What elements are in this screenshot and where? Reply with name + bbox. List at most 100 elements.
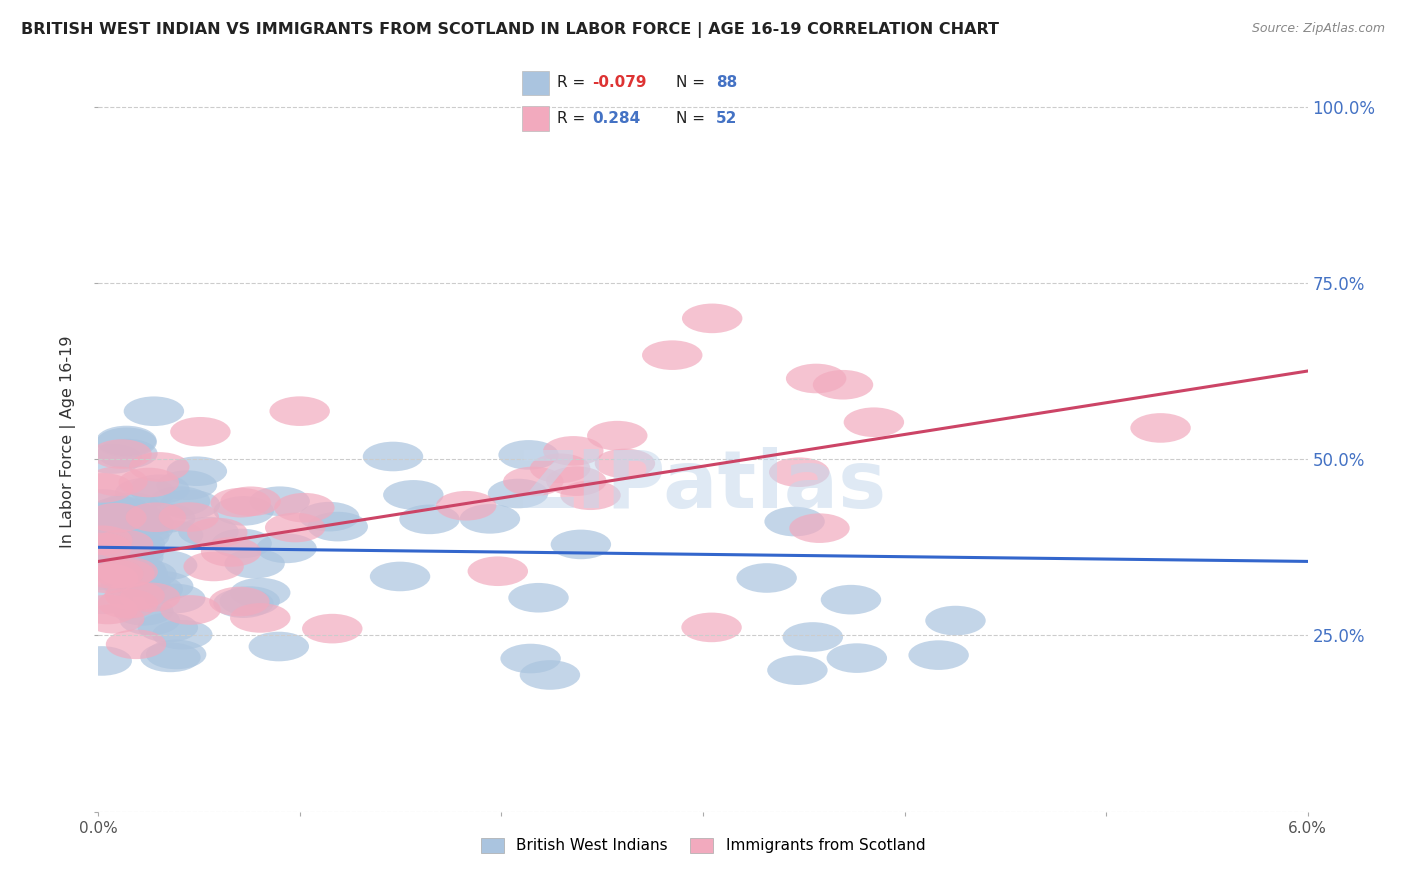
Ellipse shape (370, 562, 430, 591)
Bar (522, 106, 550, 130)
Ellipse shape (256, 533, 316, 563)
Ellipse shape (214, 589, 274, 618)
Ellipse shape (179, 516, 239, 547)
Ellipse shape (105, 554, 166, 584)
Ellipse shape (89, 497, 149, 527)
Ellipse shape (436, 491, 496, 521)
Ellipse shape (737, 563, 797, 593)
Ellipse shape (97, 427, 157, 457)
Ellipse shape (72, 646, 132, 676)
Ellipse shape (821, 585, 882, 615)
Ellipse shape (120, 582, 180, 612)
Ellipse shape (183, 551, 243, 582)
Ellipse shape (214, 496, 274, 525)
Ellipse shape (160, 595, 221, 624)
Ellipse shape (96, 548, 156, 577)
Text: N =: N = (676, 76, 710, 90)
Ellipse shape (221, 486, 281, 516)
Ellipse shape (249, 632, 309, 661)
Ellipse shape (136, 550, 197, 580)
Ellipse shape (509, 583, 569, 613)
Ellipse shape (768, 656, 828, 685)
Text: R =: R = (557, 76, 591, 90)
Ellipse shape (211, 529, 271, 558)
Ellipse shape (107, 558, 167, 588)
Ellipse shape (118, 467, 179, 498)
Legend: British West Indians, Immigrants from Scotland: British West Indians, Immigrants from Sc… (475, 831, 931, 860)
Ellipse shape (270, 396, 330, 426)
Ellipse shape (83, 531, 143, 560)
Ellipse shape (77, 595, 138, 624)
Text: 0.284: 0.284 (592, 111, 640, 126)
Ellipse shape (769, 458, 830, 487)
Ellipse shape (112, 508, 173, 538)
Ellipse shape (101, 501, 162, 531)
Ellipse shape (765, 507, 825, 536)
Ellipse shape (94, 559, 155, 589)
Ellipse shape (84, 604, 145, 633)
Ellipse shape (595, 449, 655, 478)
Ellipse shape (91, 439, 152, 469)
Ellipse shape (146, 640, 207, 669)
Ellipse shape (97, 439, 157, 468)
Ellipse shape (75, 560, 135, 591)
Ellipse shape (219, 586, 280, 615)
Ellipse shape (682, 613, 742, 642)
Ellipse shape (159, 502, 219, 532)
Ellipse shape (520, 660, 581, 690)
Ellipse shape (125, 502, 186, 532)
Ellipse shape (80, 534, 141, 564)
Ellipse shape (110, 507, 170, 536)
Ellipse shape (87, 467, 148, 496)
Text: N =: N = (676, 111, 710, 126)
Ellipse shape (551, 530, 612, 559)
Ellipse shape (72, 489, 132, 518)
Ellipse shape (72, 533, 132, 562)
Ellipse shape (231, 578, 291, 607)
Ellipse shape (302, 614, 363, 643)
Ellipse shape (122, 574, 183, 604)
Ellipse shape (87, 519, 148, 549)
Ellipse shape (101, 567, 162, 598)
Ellipse shape (925, 606, 986, 635)
Ellipse shape (105, 630, 166, 659)
Ellipse shape (84, 550, 145, 580)
Ellipse shape (72, 525, 132, 555)
Text: 88: 88 (716, 76, 737, 90)
Ellipse shape (104, 530, 165, 559)
Text: ZIPatlas: ZIPatlas (519, 447, 887, 525)
Ellipse shape (110, 566, 170, 596)
Ellipse shape (299, 502, 360, 532)
Ellipse shape (90, 508, 150, 537)
Ellipse shape (110, 522, 170, 551)
Y-axis label: In Labor Force | Age 16-19: In Labor Force | Age 16-19 (59, 335, 76, 548)
Ellipse shape (112, 515, 173, 544)
Ellipse shape (107, 566, 167, 595)
Ellipse shape (104, 581, 165, 610)
Ellipse shape (77, 564, 138, 593)
Ellipse shape (101, 509, 162, 539)
Ellipse shape (134, 571, 194, 601)
Ellipse shape (844, 408, 904, 437)
Ellipse shape (112, 596, 173, 625)
Ellipse shape (145, 583, 205, 614)
Ellipse shape (813, 370, 873, 400)
Ellipse shape (363, 442, 423, 471)
Ellipse shape (129, 452, 190, 482)
Ellipse shape (138, 613, 198, 642)
Ellipse shape (83, 559, 143, 589)
Ellipse shape (69, 550, 129, 581)
Text: Source: ZipAtlas.com: Source: ZipAtlas.com (1251, 22, 1385, 36)
Ellipse shape (908, 640, 969, 670)
Ellipse shape (209, 587, 270, 616)
Ellipse shape (156, 470, 217, 500)
Ellipse shape (588, 421, 648, 450)
Ellipse shape (160, 490, 221, 519)
Ellipse shape (249, 486, 309, 516)
Text: BRITISH WEST INDIAN VS IMMIGRANTS FROM SCOTLAND IN LABOR FORCE | AGE 16-19 CORRE: BRITISH WEST INDIAN VS IMMIGRANTS FROM S… (21, 22, 1000, 38)
Ellipse shape (468, 557, 529, 586)
Ellipse shape (70, 533, 131, 562)
Ellipse shape (1130, 413, 1191, 442)
Ellipse shape (543, 436, 603, 466)
Ellipse shape (100, 492, 160, 522)
